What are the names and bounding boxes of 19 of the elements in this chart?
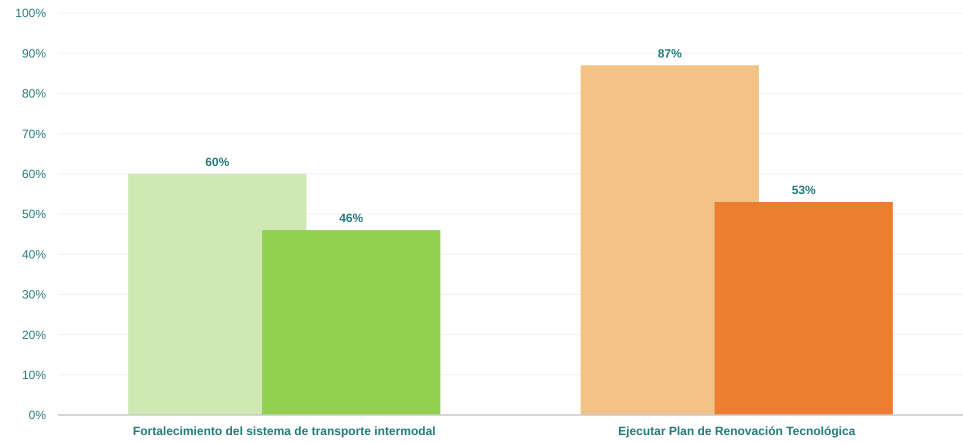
y-tick-label: 30% xyxy=(22,288,46,302)
data-label: 60% xyxy=(205,154,230,169)
bar xyxy=(262,230,440,415)
y-tick-label: 90% xyxy=(22,46,46,60)
y-tick-label: 80% xyxy=(22,86,46,101)
data-label: 87% xyxy=(658,46,682,60)
y-tick-label: 20% xyxy=(22,328,46,342)
bar xyxy=(714,202,893,415)
x-tick-label: Fortalecimiento del sistema de transporte intermodal xyxy=(132,424,436,438)
y-tick-label: 10% xyxy=(22,368,46,382)
y-tick-label: 0% xyxy=(28,408,46,422)
y-tick-label: 60% xyxy=(22,167,46,181)
y-tick-label: 70% xyxy=(22,126,46,141)
y-tick-label: 50% xyxy=(22,207,46,222)
data-label: 46% xyxy=(339,211,364,226)
y-tick-label: 40% xyxy=(22,247,46,262)
y-tick-label: 100% xyxy=(15,6,46,20)
data-label: 53% xyxy=(792,182,816,197)
x-tick-label: Ejecutar Plan de Renovación Tecnológica xyxy=(618,424,856,438)
